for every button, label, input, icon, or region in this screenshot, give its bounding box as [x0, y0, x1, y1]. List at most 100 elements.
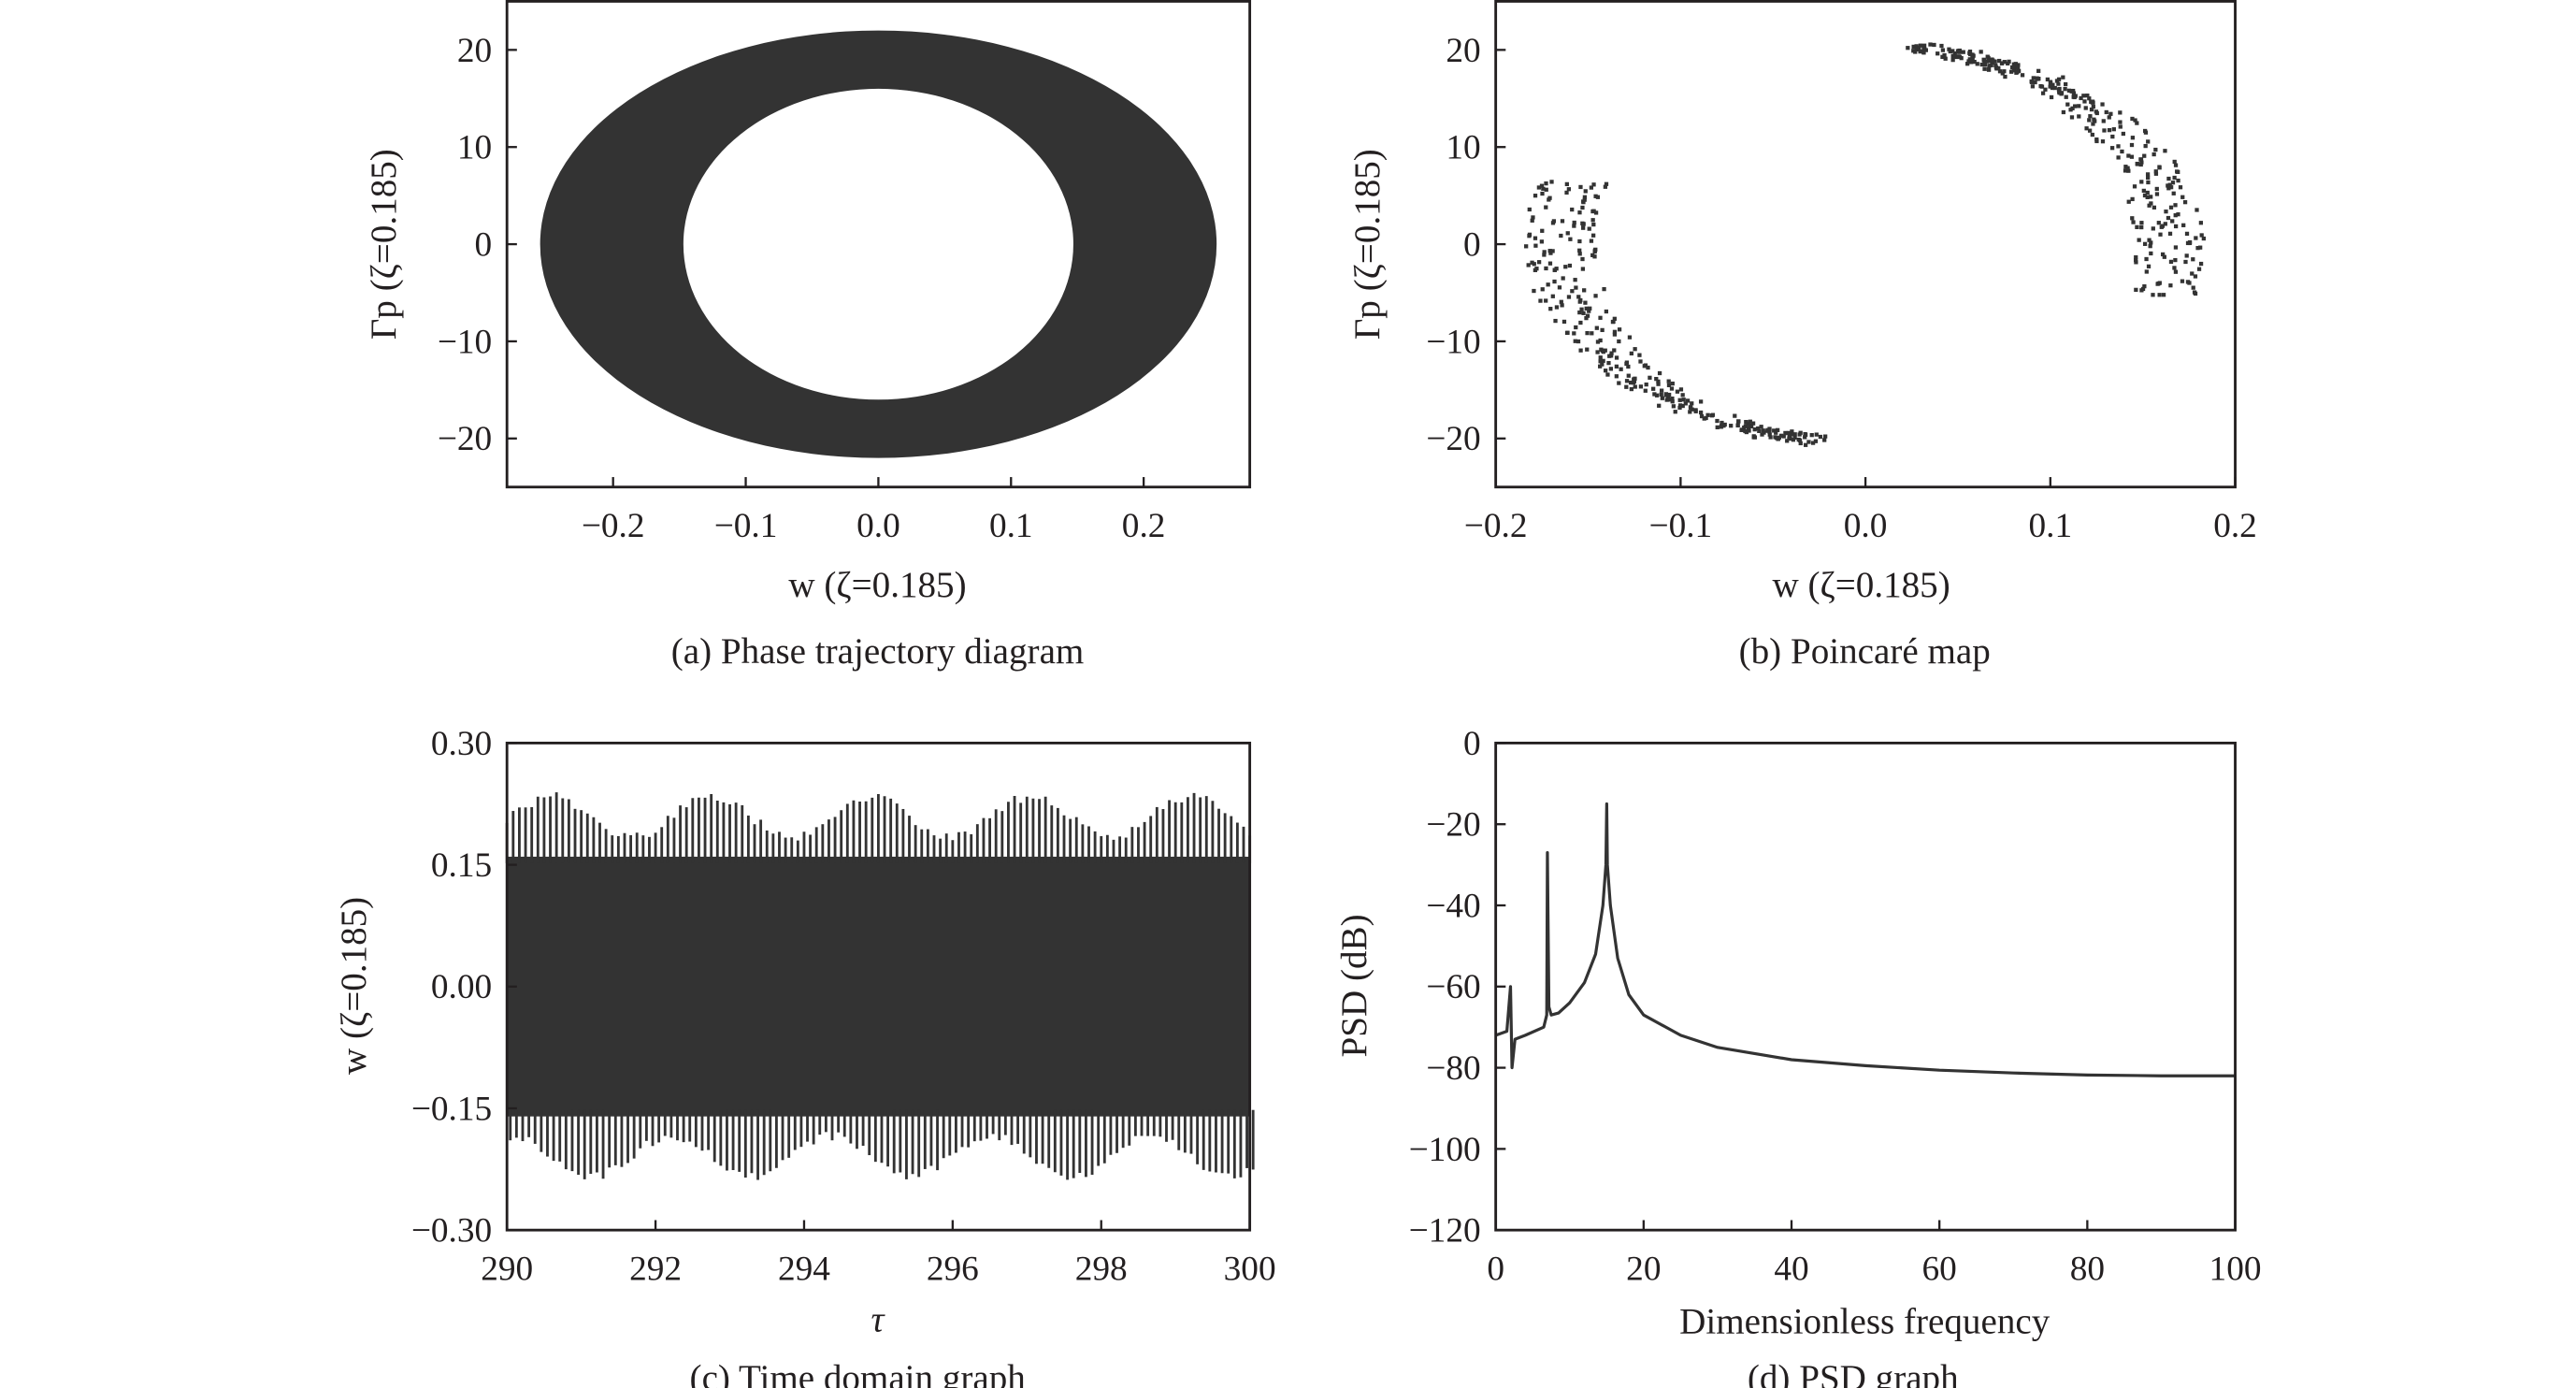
poincare-point: [2166, 186, 2171, 191]
poincare-point: [1540, 191, 1545, 196]
poincare-point: [1614, 355, 1619, 360]
poincare-point: [2149, 251, 2153, 256]
poincare-point: [1583, 300, 1588, 305]
poincare-point: [1659, 392, 1663, 397]
poincare-point: [1720, 420, 1724, 426]
poincare-point: [1573, 339, 1577, 343]
poincare-point: [1614, 374, 1619, 379]
poincare-point: [1654, 377, 1659, 382]
x-tick-label: 0.0: [856, 507, 900, 545]
poincare-point: [1987, 64, 1992, 68]
poincare-point: [2057, 91, 2062, 95]
poincare-point: [2012, 65, 2017, 71]
poincare-point: [2172, 159, 2177, 165]
poincare-point: [2061, 75, 2065, 80]
poincare-point: [1629, 386, 1633, 392]
poincare-point: [1565, 231, 1570, 236]
poincare-point: [1646, 365, 1650, 370]
poincare-point: [2007, 59, 2011, 65]
poincare-point: [2061, 109, 2066, 115]
poincare-point: [1530, 260, 1534, 265]
poincare-point: [2033, 80, 2037, 85]
poincare-point: [2100, 139, 2106, 144]
poincare-point: [1600, 327, 1605, 333]
poincare-point: [1612, 329, 1618, 334]
poincare-point: [1608, 367, 1614, 371]
poincare-point: [1527, 207, 1532, 212]
poincare-point: [2168, 283, 2173, 288]
y-tick-label: 0: [1463, 226, 1481, 265]
y-tick-label: −40: [1426, 887, 1480, 925]
poincare-point: [1566, 295, 1572, 299]
caption: (b) Poincaré map: [1739, 631, 1991, 672]
poincare-point: [1533, 267, 1538, 272]
poincare-point: [1791, 438, 1796, 442]
x-tick-label: 0.0: [1844, 507, 1888, 545]
poincare-point: [2020, 73, 2025, 78]
poincare-point: [2059, 91, 2065, 95]
poincare-point: [1593, 210, 1599, 215]
poincare-point: [2142, 153, 2147, 158]
x-tick-label: 80: [2070, 1250, 2105, 1288]
poincare-point: [2094, 138, 2099, 144]
poincare-point: [2173, 163, 2179, 167]
poincare-point: [2051, 82, 2055, 87]
poincare-point: [2182, 200, 2188, 205]
poincare-point: [1721, 424, 1726, 428]
poincare-point: [2187, 281, 2192, 285]
poincare-point: [2195, 208, 2199, 212]
poincare-point: [1617, 327, 1622, 332]
poincare-point: [2145, 172, 2151, 177]
poincare-point: [1698, 399, 1704, 404]
poincare-point: [1975, 62, 1979, 66]
poincare-point: [2147, 203, 2151, 208]
poincare-point: [2153, 171, 2159, 176]
poincare-point: [2132, 184, 2137, 189]
y-tick-label: −0.30: [411, 1212, 492, 1251]
poincare-point: [1594, 325, 1599, 330]
poincare-point: [1593, 194, 1598, 198]
axis-ticks: 0 20 40 60 80 100 0 −20 −40 −60 −80 −100 −120: [1409, 725, 2262, 1289]
poincare-point: [1914, 47, 1919, 52]
poincare-point: [2173, 203, 2178, 208]
poincare-point: [1677, 398, 1682, 402]
poincare-point: [1584, 306, 1589, 311]
poincare-point: [1806, 440, 1811, 444]
poincare-point: [1685, 398, 1691, 403]
poincare-point: [1932, 42, 1936, 48]
poincare-point: [1533, 243, 1538, 248]
poincare-point: [2139, 221, 2144, 225]
poincare-point: [2121, 131, 2125, 137]
poincare-point: [1719, 425, 1723, 429]
poincare-point: [2138, 162, 2143, 167]
poincare-point: [1617, 339, 1621, 344]
poincare-point: [1914, 44, 1919, 49]
poincare-point: [1971, 53, 1976, 58]
poincare-point: [1663, 392, 1669, 397]
poincare-point: [1530, 218, 1534, 223]
y-axis-label: PSD (dB): [1334, 914, 1374, 1057]
poincare-point: [1823, 434, 1828, 439]
poincare-point: [1544, 266, 1548, 271]
poincare-point: [1792, 435, 1797, 441]
poincare-point: [1590, 331, 1594, 336]
poincare-point: [2010, 65, 2015, 70]
y-tick-label: −20: [438, 420, 492, 458]
x-tick-label: 60: [1922, 1250, 1957, 1288]
poincare-point: [1670, 381, 1675, 386]
poincare-point: [1589, 185, 1594, 190]
poincare-point: [1984, 59, 1990, 64]
poincare-point: [1585, 331, 1590, 336]
poincare-point: [1581, 311, 1586, 315]
poincare-point: [2151, 226, 2155, 231]
poincare-point: [2175, 169, 2180, 174]
poincare-point: [2068, 108, 2073, 112]
poincare-point: [1952, 51, 1957, 56]
poincare-point: [1772, 428, 1777, 433]
poincare-point: [1589, 239, 1594, 243]
x-tick-label: 0.1: [989, 507, 1033, 545]
poincare-point: [2030, 84, 2036, 89]
poincare-point: [1583, 189, 1588, 194]
poincare-point: [1781, 434, 1786, 439]
poincare-point: [2131, 220, 2136, 224]
